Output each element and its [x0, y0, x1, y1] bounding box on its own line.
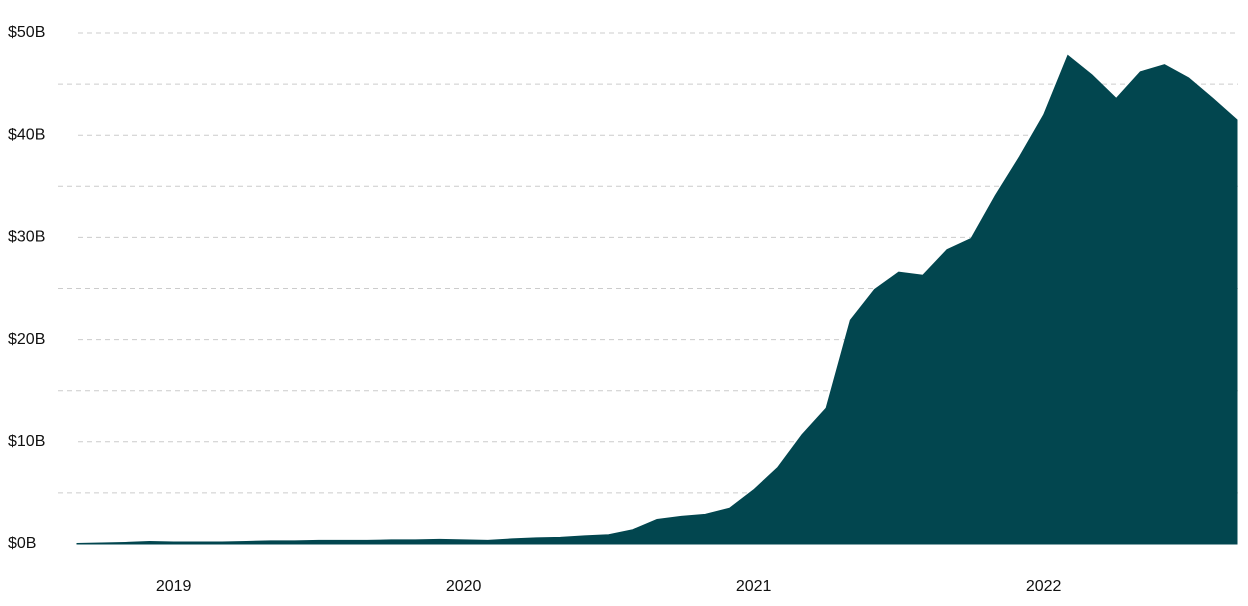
y-tick-label: $50B: [8, 24, 45, 41]
y-tick-label: $0B: [8, 535, 36, 552]
y-tick-label: $10B: [8, 433, 45, 450]
x-tick-label: 2020: [446, 578, 482, 595]
x-tick-label: 2021: [736, 578, 772, 595]
y-tick-label: $20B: [8, 331, 45, 348]
area: [76, 54, 1238, 545]
y-tick-label: $30B: [8, 229, 45, 246]
x-tick-label: 2019: [156, 578, 192, 595]
y-tick-label: $40B: [8, 126, 45, 143]
x-tick-label: 2022: [1026, 578, 1062, 595]
